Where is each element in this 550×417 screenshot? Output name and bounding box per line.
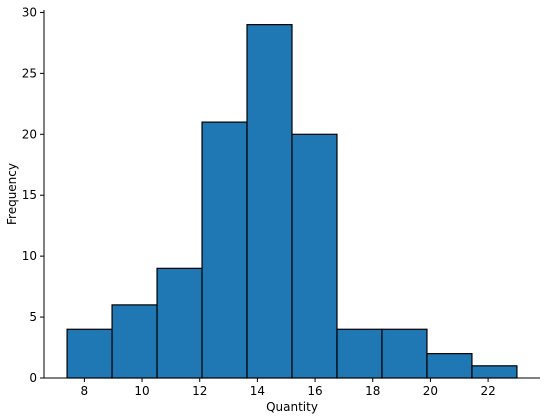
histogram-bar: [291, 133, 338, 379]
histogram-bar: [201, 121, 248, 379]
histogram-bar: [156, 267, 203, 379]
x-tick-label: 18: [365, 384, 380, 398]
histogram-bar: [66, 328, 113, 379]
y-ticks-group: 0 5 10 15 20 25 30: [22, 5, 44, 385]
x-tick-label: 8: [81, 384, 89, 398]
y-tick-label: 15: [22, 188, 37, 202]
x-ticks-group: 8 10 12 14 16 18 20 22: [81, 378, 496, 398]
histogram-bar: [426, 353, 473, 379]
y-tick-label: 30: [22, 5, 37, 19]
histogram-bar: [246, 24, 293, 379]
histogram-bar: [471, 365, 518, 379]
x-axis-label: Quantity: [266, 400, 318, 414]
x-tick-label: 22: [480, 384, 495, 398]
x-tick-label: 14: [250, 384, 265, 398]
x-tick-label: 16: [307, 384, 322, 398]
x-tick-label: 10: [134, 384, 149, 398]
histogram-bar: [381, 328, 428, 379]
y-axis-label: Frequency: [5, 163, 19, 225]
x-tick-label: 12: [192, 384, 207, 398]
y-tick-label: 10: [22, 249, 37, 263]
y-tick-label: 25: [22, 66, 37, 80]
histogram-bar: [111, 304, 158, 379]
x-tick-label: 20: [423, 384, 438, 398]
y-tick-label: 0: [29, 371, 37, 385]
histogram-bar: [336, 328, 383, 379]
y-tick-label: 20: [22, 127, 37, 141]
y-tick-label: 5: [29, 310, 37, 324]
bars-group: [66, 24, 518, 379]
